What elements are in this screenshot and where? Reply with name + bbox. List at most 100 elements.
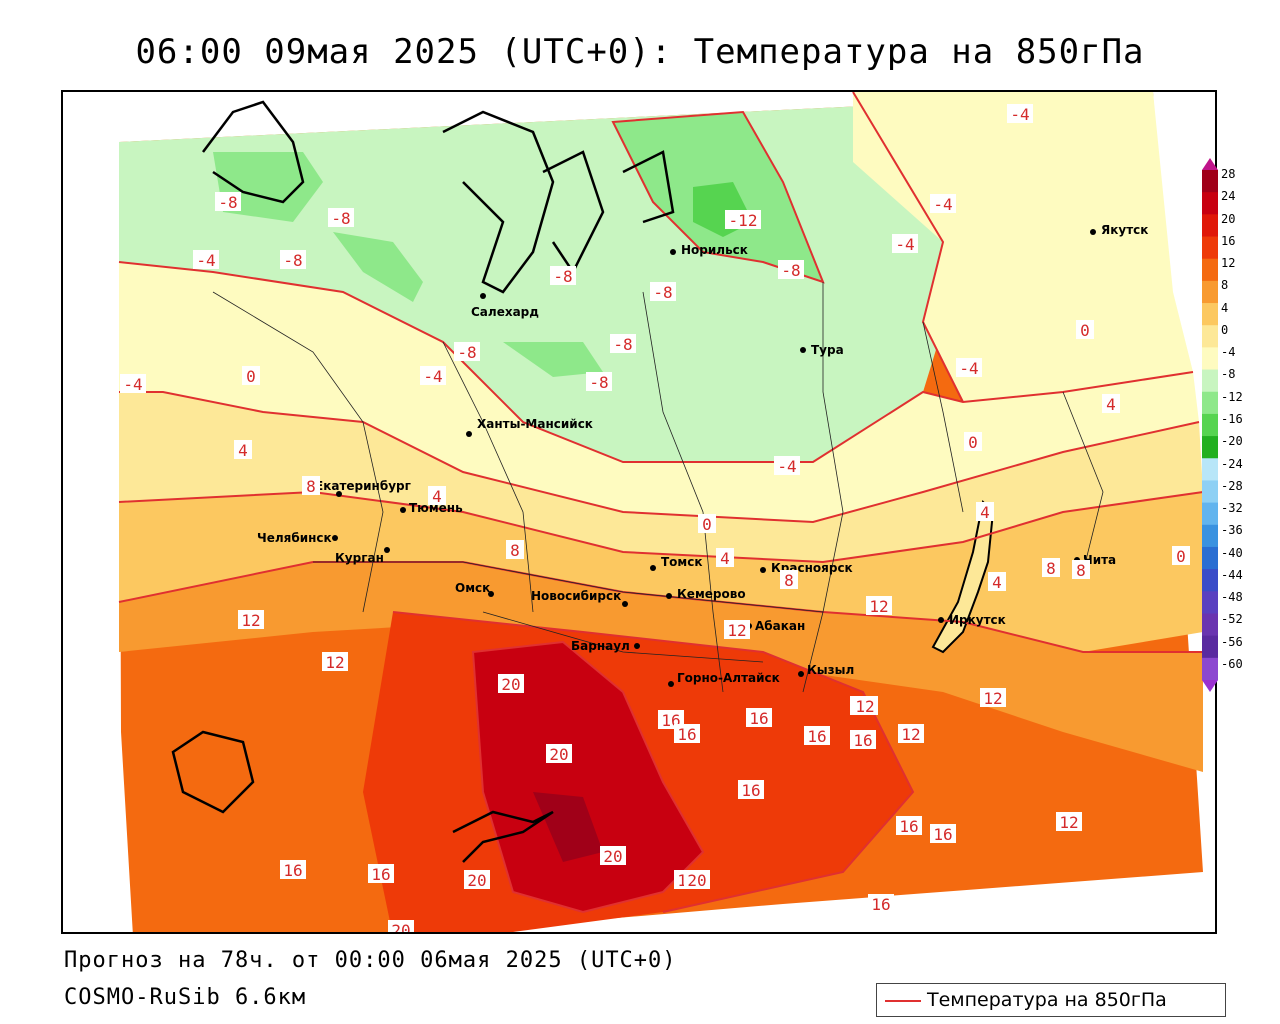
isotherm-label-text: 8 bbox=[306, 477, 316, 496]
city-tyumen: Тюмень bbox=[400, 501, 463, 515]
colorbar-tick-label: -4 bbox=[1221, 345, 1236, 360]
isotherm-label-text: -8 bbox=[331, 209, 350, 228]
isotherm-label-box bbox=[698, 514, 716, 533]
isotherm-label-text: 0 bbox=[246, 367, 256, 386]
isotherm-label-text: 12 bbox=[901, 725, 920, 744]
isotherm-label: 12 bbox=[322, 652, 348, 672]
colorbar-tick-label: -56 bbox=[1221, 634, 1243, 649]
colorbar-segment bbox=[1202, 591, 1218, 614]
isotherm-label: 0 bbox=[698, 514, 716, 534]
city-kurgan: Курган bbox=[335, 547, 390, 565]
svg-text:Барнаул: Барнаул bbox=[571, 639, 630, 653]
isotherm-label-text: -8 bbox=[653, 283, 672, 302]
isotherm-label-box bbox=[725, 210, 761, 229]
isotherm-label: -8 bbox=[280, 250, 306, 270]
isotherm-label: 12 bbox=[724, 620, 750, 640]
colorbar-segment bbox=[1202, 480, 1218, 504]
isotherm-label-text: 4 bbox=[432, 487, 442, 506]
isotherm-label-text: -8 bbox=[589, 373, 608, 392]
city-tomsk: Томск bbox=[650, 555, 703, 571]
isotherm-label: -4 bbox=[930, 194, 956, 214]
isotherm-label-box bbox=[280, 860, 306, 879]
isotherm-label: 16 bbox=[868, 894, 894, 914]
isotherm-label: 4 bbox=[988, 572, 1006, 592]
isotherm-label-text: -12 bbox=[729, 211, 758, 230]
svg-text:Тюмень: Тюмень bbox=[409, 501, 463, 515]
isotherm-label: -8 bbox=[328, 208, 354, 228]
colorbar-tick-label: -16 bbox=[1221, 412, 1243, 426]
svg-text:Норильск: Норильск bbox=[681, 243, 748, 257]
isotherm-label: -4 bbox=[193, 250, 219, 270]
city-salekhard: Салехард bbox=[471, 293, 539, 319]
isotherm-label-box bbox=[506, 540, 524, 559]
svg-text:Томск: Томск bbox=[661, 555, 703, 569]
colorbar-segment bbox=[1202, 413, 1218, 437]
legend-line-swatch bbox=[885, 1000, 921, 1002]
map-legend: Температура на 850гПа bbox=[876, 983, 1226, 1017]
city-tura: Тура bbox=[800, 343, 844, 357]
isotherm-label-text: 16 bbox=[741, 781, 760, 800]
isotherm-label-box bbox=[546, 744, 572, 763]
colorbar-tick-label: 8 bbox=[1221, 278, 1229, 293]
isotherm-label-text: 0 bbox=[1176, 547, 1186, 566]
colorbar-top-arrow bbox=[1202, 158, 1218, 170]
colorbar-segment bbox=[1202, 657, 1218, 681]
isotherm-label: 8 bbox=[780, 570, 798, 590]
isotherm-label-text: 12 bbox=[325, 653, 344, 672]
colorbar-segment bbox=[1202, 170, 1218, 193]
isotherm-label-box bbox=[724, 620, 750, 639]
isotherm-label-text: -8 bbox=[781, 261, 800, 280]
isotherm-label-box bbox=[746, 708, 772, 727]
isotherm-label-text: 12 bbox=[869, 597, 888, 616]
isotherm-label: 12 bbox=[866, 596, 892, 616]
svg-text:Тура: Тура bbox=[811, 343, 844, 357]
isotherm-label-text: 12 bbox=[727, 621, 746, 640]
isotherm-label-box bbox=[866, 596, 892, 615]
isotherm-label-text: 20 bbox=[603, 847, 622, 866]
isotherm-label-box bbox=[1007, 104, 1033, 123]
city-yakutsk: Якутск bbox=[1090, 223, 1148, 237]
isotherm-label-box bbox=[850, 730, 876, 749]
isotherm-label: 16 bbox=[280, 860, 306, 880]
isotherm-label: 4 bbox=[716, 548, 734, 568]
svg-text:Салехард: Салехард bbox=[471, 305, 539, 319]
isotherm-label-box bbox=[1172, 546, 1190, 565]
colorbar-segment bbox=[1202, 325, 1218, 348]
isotherm-label-box bbox=[778, 260, 804, 279]
isotherm-label: -4 bbox=[956, 358, 982, 378]
isotherm-label: -8 bbox=[215, 192, 241, 212]
isotherm-label: 20 bbox=[600, 846, 626, 866]
isotherm-label-box bbox=[428, 486, 446, 505]
isotherm-label-box bbox=[956, 358, 982, 377]
map-area: Якутск Норильск Салехард Тура Ханты-Манс… bbox=[61, 90, 1217, 934]
colorbar-segment bbox=[1202, 458, 1218, 481]
isotherm-label-text: -8 bbox=[457, 343, 476, 362]
isotherm-label: -4 bbox=[120, 374, 146, 394]
isotherm-label-box bbox=[868, 894, 894, 913]
colorbar-segment bbox=[1202, 391, 1218, 415]
isotherm-label-text: 12 bbox=[241, 611, 260, 630]
isotherm-label-text: 8 bbox=[510, 541, 520, 560]
isotherm-label: 12 bbox=[238, 610, 264, 630]
isotherm-label-box bbox=[716, 548, 734, 567]
isotherm-label-text: -4 bbox=[196, 251, 215, 270]
city-krasnoyarsk: Красноярск bbox=[760, 561, 853, 575]
forecast-info: Прогноз на 78ч. от 00:00 06мая 2025 (UTC… bbox=[64, 948, 677, 973]
isotherm-label-box bbox=[454, 342, 480, 361]
isotherm-label-text: 12 bbox=[983, 689, 1002, 708]
isotherm-label: 4 bbox=[234, 440, 252, 460]
isotherm-label: 16 bbox=[896, 816, 922, 836]
isotherm-label: 16 bbox=[850, 730, 876, 750]
isotherm-label: 20 bbox=[498, 674, 524, 694]
svg-text:Омск: Омск bbox=[455, 581, 490, 595]
isotherm-label: 0 bbox=[1076, 320, 1094, 340]
isotherm-label-text: 8 bbox=[1046, 559, 1056, 578]
isotherm-label: 20 bbox=[684, 870, 710, 890]
isotherm-label-box bbox=[280, 250, 306, 269]
colorbar-segment bbox=[1202, 613, 1218, 637]
colorbar-segment bbox=[1202, 280, 1218, 304]
legend-label: Температура на 850гПа bbox=[927, 989, 1167, 1011]
colorbar-tick-label: -32 bbox=[1221, 501, 1243, 516]
city-yekaterinburg: Екатеринбург bbox=[315, 479, 411, 497]
colorbar-tick-label: 12 bbox=[1221, 256, 1236, 271]
